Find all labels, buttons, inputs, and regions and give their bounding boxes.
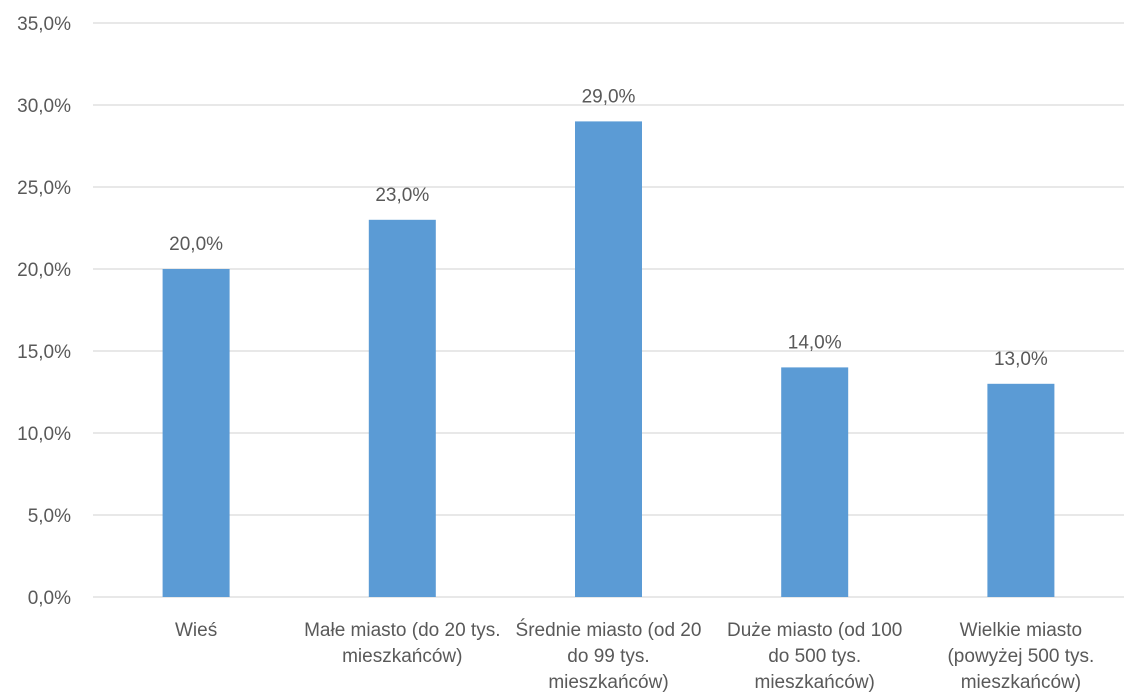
data-label: 20,0%: [169, 234, 223, 255]
bar: [987, 383, 1055, 597]
bar: [575, 121, 642, 598]
bars: [162, 121, 1055, 598]
y-tick-label: 35,0%: [17, 14, 71, 35]
y-tick-label: 30,0%: [17, 96, 71, 117]
y-tick-label: 5,0%: [28, 506, 71, 527]
data-label: 14,0%: [788, 332, 842, 353]
y-tick-label: 25,0%: [17, 178, 71, 199]
bar: [162, 269, 230, 597]
x-tick-label: Wieś: [174, 620, 218, 641]
data-label: 23,0%: [375, 185, 429, 206]
bar: [781, 367, 849, 597]
data-label: 13,0%: [994, 349, 1048, 370]
y-axis-tick-labels: 0,0% 5,0% 10,0% 15,0% 20,0% 25,0% 30,0% 35,0%: [17, 14, 71, 609]
data-label: 29,0%: [582, 86, 636, 107]
y-tick-label: 20,0%: [17, 260, 71, 281]
x-tick-label: Małe miasto (do 20 tys. mieszkańców): [304, 620, 501, 667]
bar: [368, 219, 436, 598]
y-tick-label: 10,0%: [17, 424, 71, 445]
y-tick-label: 15,0%: [17, 342, 71, 363]
x-tick-label: Średnie miasto (od 20 do 99 tys. mieszka…: [515, 620, 702, 693]
x-tick-label: Duże miasto (od 100 do 500 tys. mieszkań…: [727, 620, 903, 693]
x-tick-label: Wielkie miasto (powyżej 500 tys. mieszka…: [947, 620, 1095, 693]
y-tick-label: 0,0%: [28, 588, 71, 609]
data-labels: 20,0% 23,0% 29,0% 14,0% 13,0%: [169, 86, 1048, 369]
